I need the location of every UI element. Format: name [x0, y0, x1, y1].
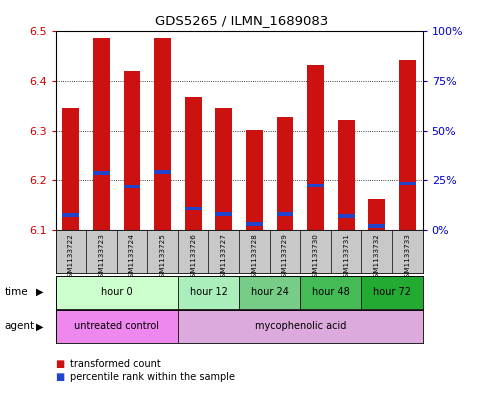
Bar — [154, 38, 171, 230]
Text: GSM1133730: GSM1133730 — [313, 233, 319, 282]
Bar — [300, 276, 361, 309]
Bar — [338, 120, 355, 230]
Bar — [124, 185, 141, 189]
Text: untreated control: untreated control — [74, 321, 159, 331]
Bar — [369, 198, 385, 230]
Bar — [215, 108, 232, 230]
Bar — [215, 212, 232, 216]
Text: GSM1133732: GSM1133732 — [374, 233, 380, 282]
Text: GSM1133728: GSM1133728 — [251, 233, 257, 282]
Bar — [93, 38, 110, 230]
Text: GSM1133724: GSM1133724 — [129, 233, 135, 282]
Bar — [246, 130, 263, 230]
Text: ▶: ▶ — [36, 287, 44, 297]
Text: ■: ■ — [56, 358, 65, 369]
Bar — [124, 71, 141, 230]
Bar — [62, 213, 79, 217]
Text: ▶: ▶ — [36, 321, 44, 331]
Text: hour 12: hour 12 — [189, 287, 227, 297]
Bar — [361, 276, 423, 309]
Bar — [307, 184, 324, 187]
Bar — [178, 276, 239, 309]
Text: hour 72: hour 72 — [373, 287, 411, 297]
Text: transformed count: transformed count — [70, 358, 161, 369]
Text: GSM1133726: GSM1133726 — [190, 233, 196, 282]
Bar — [185, 207, 201, 210]
Bar — [56, 276, 178, 309]
Text: GSM1133727: GSM1133727 — [221, 233, 227, 282]
Bar — [93, 171, 110, 174]
Bar — [307, 65, 324, 230]
Text: GSM1133722: GSM1133722 — [68, 233, 74, 282]
Text: mycophenolic acid: mycophenolic acid — [255, 321, 346, 331]
Text: GSM1133731: GSM1133731 — [343, 233, 349, 282]
Bar — [154, 170, 171, 174]
Text: agent: agent — [5, 321, 35, 331]
Text: hour 24: hour 24 — [251, 287, 289, 297]
Bar — [399, 182, 416, 185]
Bar — [246, 222, 263, 226]
Bar — [185, 97, 201, 230]
Bar — [277, 117, 293, 230]
Bar — [239, 276, 300, 309]
Bar — [62, 108, 79, 230]
Text: time: time — [5, 287, 28, 297]
Text: GDS5265 / ILMN_1689083: GDS5265 / ILMN_1689083 — [155, 14, 328, 27]
Bar — [369, 224, 385, 228]
Bar — [178, 310, 423, 343]
Text: percentile rank within the sample: percentile rank within the sample — [70, 372, 235, 382]
Text: hour 0: hour 0 — [101, 287, 132, 297]
Text: ■: ■ — [56, 372, 65, 382]
Text: GSM1133733: GSM1133733 — [404, 233, 411, 282]
Text: GSM1133723: GSM1133723 — [99, 233, 104, 282]
Bar — [56, 310, 178, 343]
Text: hour 48: hour 48 — [312, 287, 350, 297]
Bar — [399, 60, 416, 230]
Bar — [277, 212, 293, 216]
Text: GSM1133729: GSM1133729 — [282, 233, 288, 282]
Bar — [338, 214, 355, 218]
Text: GSM1133725: GSM1133725 — [159, 233, 166, 282]
